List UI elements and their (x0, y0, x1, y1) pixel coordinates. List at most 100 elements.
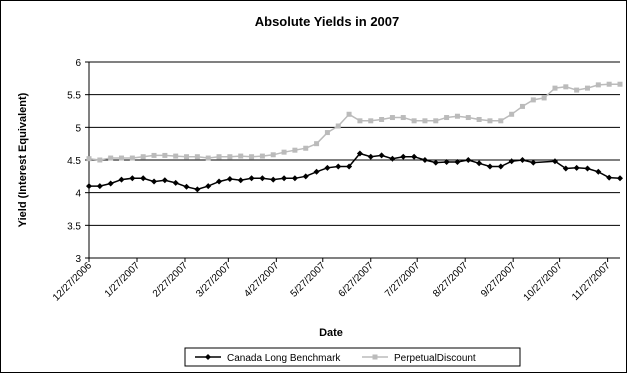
y-tick-label: 3.5 (67, 221, 81, 232)
data-point (421, 157, 428, 163)
y-axis-ticks: 3 3.5 4 4.5 5 5.5 6 (67, 58, 89, 265)
data-point (270, 152, 276, 158)
data-point (259, 153, 265, 159)
data-point (335, 163, 342, 170)
data-point (303, 145, 309, 151)
data-point (119, 155, 125, 161)
chart-title: Absolute Yields in 2007 (255, 14, 400, 29)
data-point (248, 175, 255, 182)
data-point (476, 116, 482, 122)
data-point (346, 111, 352, 117)
data-point (205, 183, 212, 190)
data-point (595, 82, 601, 88)
data-point (97, 157, 103, 163)
data-point (172, 179, 179, 186)
data-point (356, 150, 363, 157)
data-point (259, 175, 266, 182)
data-point (432, 159, 439, 166)
y-tick-label: 4 (75, 189, 81, 200)
data-point (140, 154, 146, 160)
data-point (487, 118, 493, 124)
data-point (108, 155, 114, 161)
data-point (606, 81, 612, 87)
data-point (324, 164, 331, 171)
data-point (237, 177, 244, 184)
data-point (443, 158, 450, 165)
data-point (357, 118, 363, 124)
data-point (302, 173, 309, 180)
legend: Canada Long Benchmark PerpetualDiscount (184, 347, 521, 367)
legend-box (184, 347, 521, 367)
data-point (595, 168, 602, 175)
data-point (400, 115, 406, 121)
data-point (86, 183, 92, 190)
data-point (226, 175, 233, 182)
data-point (86, 156, 92, 162)
data-point (476, 160, 483, 167)
data-point (411, 153, 418, 160)
data-point (563, 84, 569, 90)
data-point (184, 154, 190, 160)
data-point (509, 111, 515, 117)
y-tick-label: 5.5 (67, 91, 81, 102)
data-point (508, 158, 515, 165)
data-point (151, 178, 158, 185)
data-point (389, 155, 396, 162)
data-point (291, 175, 298, 182)
data-point (541, 95, 547, 101)
data-point (368, 118, 374, 124)
data-point (617, 81, 623, 87)
x-axis-label: Date (319, 327, 343, 339)
gridlines (88, 61, 620, 259)
legend-marker (372, 354, 378, 360)
data-point (281, 175, 288, 182)
data-point (530, 97, 536, 103)
legend-label: PerpetualDiscount (394, 353, 476, 364)
data-point (194, 186, 201, 193)
data-point (162, 152, 168, 158)
data-point (161, 177, 168, 184)
data-point (216, 178, 223, 185)
data-point (118, 176, 125, 183)
data-point (584, 85, 590, 91)
data-point (173, 153, 179, 159)
data-point (498, 118, 504, 124)
data-point (346, 163, 353, 170)
y-tick-label: 6 (75, 58, 81, 69)
data-point (454, 113, 460, 119)
data-point (216, 154, 222, 160)
data-point (96, 183, 103, 190)
data-point (335, 123, 341, 129)
data-point (422, 118, 428, 124)
series-perpetual-discount (86, 81, 623, 163)
data-point (389, 115, 395, 121)
y-axis-label: Yield (Interest Equivalent) (17, 92, 29, 227)
data-point (238, 153, 244, 159)
data-point (378, 152, 385, 159)
data-point (129, 175, 136, 182)
data-point (151, 152, 157, 158)
data-point (573, 164, 580, 171)
data-point (270, 176, 277, 183)
data-point (497, 163, 504, 170)
data-point (530, 159, 537, 166)
data-point (552, 85, 558, 91)
data-point (400, 153, 407, 160)
data-point (519, 157, 526, 163)
data-point (584, 165, 591, 172)
data-point (227, 154, 233, 160)
data-point (194, 154, 200, 160)
data-point (519, 103, 525, 109)
data-point (433, 118, 439, 124)
data-point (249, 154, 255, 160)
data-point (205, 155, 211, 161)
data-point (411, 118, 417, 124)
y-tick-label: 3 (75, 254, 81, 265)
data-point (454, 158, 461, 165)
data-point (379, 116, 385, 122)
data-point (444, 115, 450, 121)
data-point (617, 175, 623, 182)
data-point (465, 157, 472, 163)
